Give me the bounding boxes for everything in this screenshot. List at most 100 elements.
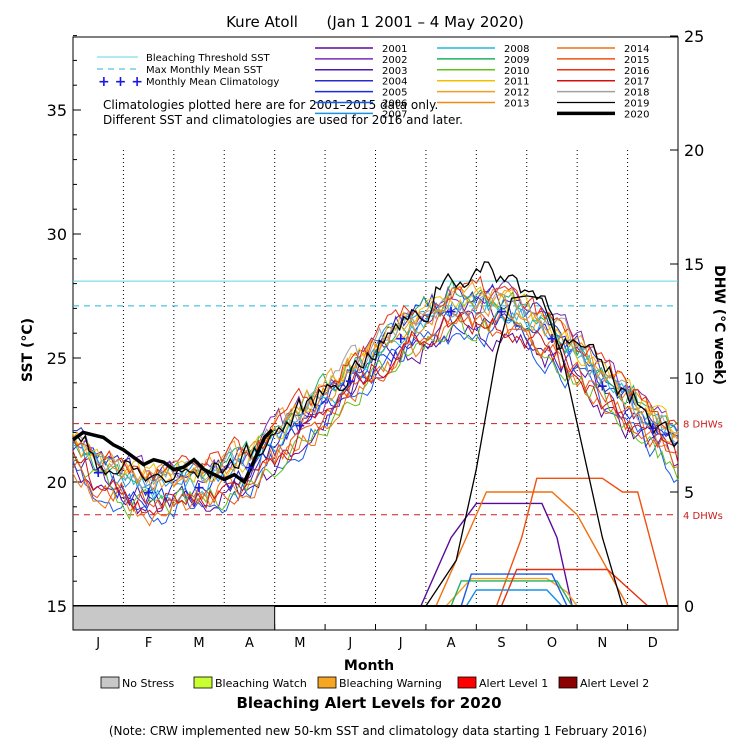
dhw-curve-2019 xyxy=(425,295,624,607)
year-legend-label: 2009 xyxy=(504,55,529,66)
month-label: N xyxy=(598,636,608,651)
dhw-curve xyxy=(460,573,568,607)
alert-legend-swatch xyxy=(558,676,578,689)
right-tick-label: 25 xyxy=(684,27,704,46)
right-tick-label: 20 xyxy=(684,141,704,160)
alert-legend-swatch xyxy=(457,676,477,689)
climatology-marker: + xyxy=(597,378,609,394)
alert-legend-label: Bleaching Watch xyxy=(215,677,307,690)
alert-no-stress-segment xyxy=(72,605,276,631)
legend-climatology-label: Monthly Mean Climatology xyxy=(146,77,279,88)
alert-legend-swatch xyxy=(317,676,337,689)
year-legend-label: 2011 xyxy=(504,77,529,88)
dhw-curve xyxy=(465,589,563,607)
right-tick-label: 5 xyxy=(684,483,694,502)
alert-legend-label: Alert Level 1 xyxy=(479,677,548,690)
year-legend-label: 2018 xyxy=(624,88,649,99)
note-line-1: Climatologies plotted here are for 2001–… xyxy=(103,98,438,112)
climatology-marker: + xyxy=(193,480,205,496)
climatology-marker: + xyxy=(395,331,407,347)
month-label: M xyxy=(294,636,305,651)
year-legend-label: 2014 xyxy=(624,44,649,55)
month-label: J xyxy=(398,636,403,651)
reference-legend: Bleaching Threshold SST Max Monthly Mean… xyxy=(97,53,463,127)
month-gridlines xyxy=(122,150,629,606)
year-legend-label: 2017 xyxy=(624,77,649,88)
alert-legend-label: Bleaching Warning xyxy=(339,677,442,690)
alert-level-bar xyxy=(72,605,276,631)
sst-line-2016 xyxy=(72,275,679,483)
chart-title: Kure Atoll (Jan 1 2001 – 4 May 2020) xyxy=(226,13,524,31)
legend-climatology-swatch: + + + xyxy=(98,74,143,90)
sst-line-2006 xyxy=(72,316,679,525)
month-label: O xyxy=(547,636,557,651)
right-tick-label: 10 xyxy=(684,369,704,388)
climatology-marker: + xyxy=(496,304,508,320)
dhw-curve xyxy=(445,577,578,607)
climatology-marker: + xyxy=(294,418,306,434)
dhw-4-label: 4 DHWs xyxy=(683,511,723,522)
y-axis-left-label: SST (°C) xyxy=(20,318,36,382)
year-legend-label: 2012 xyxy=(504,88,529,99)
left-tick-label: 30 xyxy=(47,225,67,244)
year-legend-label: 2020 xyxy=(624,109,649,120)
month-label: J xyxy=(95,636,100,651)
left-tick-label: 20 xyxy=(47,473,67,492)
climatology-marker: + xyxy=(445,304,457,320)
month-label: A xyxy=(245,636,254,651)
footnote: (Note: CRW implemented new 50-km SST and… xyxy=(109,724,647,738)
alert-legend-swatch xyxy=(100,676,120,689)
month-label: F xyxy=(145,636,152,651)
climatology-marker: + xyxy=(244,460,256,476)
dhw-curve xyxy=(450,580,573,607)
climatology-marker: + xyxy=(92,465,104,481)
right-tick-label: 0 xyxy=(684,597,694,616)
alert-legend-title: Bleaching Alert Levels for 2020 xyxy=(236,694,501,712)
year-legend-label: 2015 xyxy=(624,55,649,66)
year-legend-label: 2005 xyxy=(382,88,407,99)
dhw-curve xyxy=(420,502,573,607)
month-label: D xyxy=(648,636,658,651)
year-legend-label: 2002 xyxy=(382,55,407,66)
month-label: J xyxy=(347,636,352,651)
alert-legend-label: Alert Level 2 xyxy=(580,677,649,690)
year-legend-label: 2016 xyxy=(624,66,649,77)
month-label: S xyxy=(497,636,505,651)
year-legend-label: 2003 xyxy=(382,66,407,77)
dhw-8-label: 8 DHWs xyxy=(683,420,723,431)
sst-line-2020 xyxy=(71,428,274,485)
left-tick-label: 35 xyxy=(47,101,67,120)
sst-line-2014 xyxy=(72,310,679,527)
climatology-markers: + + + + + + + + + + + + xyxy=(92,304,658,501)
legend-threshold-label: Bleaching Threshold SST xyxy=(146,53,271,64)
month-label: A xyxy=(447,636,456,651)
left-tick-label: 15 xyxy=(47,597,67,616)
right-tick-label: 15 xyxy=(684,255,704,274)
year-legend-label: 2006 xyxy=(382,99,407,110)
left-axis-ticks: 15 20 25 30 35 xyxy=(47,35,81,616)
y-axis-right-label: DHW (°C week) xyxy=(711,265,727,385)
year-legend-label: 2001 xyxy=(382,44,407,55)
alert-legend: No Stress Bleaching Watch Bleaching Warnin… xyxy=(100,676,649,690)
climatology-marker: + xyxy=(647,420,659,436)
year-legend-label: 2004 xyxy=(382,77,407,88)
right-axis-ticks: 0 5 10 15 20 25 xyxy=(670,27,704,616)
year-legend-label: 2007 xyxy=(382,109,407,120)
dhw-curve xyxy=(500,568,649,607)
sst-line-2019 xyxy=(72,261,679,483)
sst-line-2015 xyxy=(72,311,679,513)
left-tick-label: 25 xyxy=(47,349,67,368)
year-legend-label: 2008 xyxy=(504,44,529,55)
legend-mmm-label: Max Monthly Mean SST xyxy=(146,65,263,76)
month-label: M xyxy=(193,636,204,651)
sst-line-2017 xyxy=(72,311,679,516)
note-line-2: Different SST and climatologies are used… xyxy=(103,113,463,127)
year-legend-label: 2019 xyxy=(624,99,649,110)
year-legend-label: 2013 xyxy=(504,99,529,110)
climatology-marker: + xyxy=(546,331,558,347)
sst-line-2013 xyxy=(72,285,679,489)
x-axis-label: Month xyxy=(344,658,394,674)
dhw-curve xyxy=(495,477,669,607)
